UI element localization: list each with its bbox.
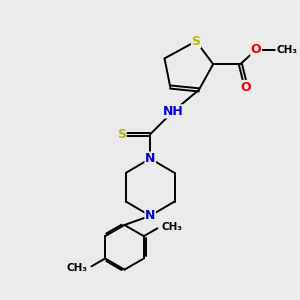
Text: N: N bbox=[145, 152, 155, 165]
Text: CH₃: CH₃ bbox=[276, 45, 297, 55]
Text: CH₃: CH₃ bbox=[66, 263, 87, 273]
Text: NH: NH bbox=[163, 105, 184, 118]
Text: N: N bbox=[145, 209, 155, 222]
Text: CH₃: CH₃ bbox=[162, 222, 183, 232]
Text: O: O bbox=[251, 43, 261, 56]
Text: O: O bbox=[241, 80, 251, 94]
Text: S: S bbox=[117, 128, 126, 141]
Text: S: S bbox=[191, 35, 200, 48]
